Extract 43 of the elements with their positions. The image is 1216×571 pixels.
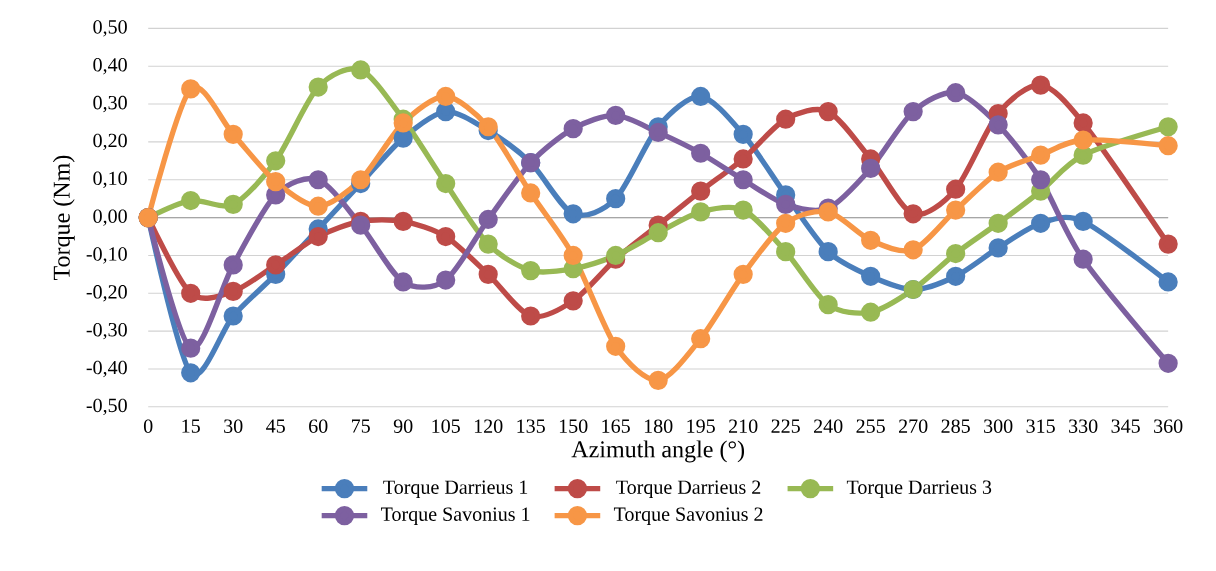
y-tick-label: 0,40 xyxy=(93,58,127,75)
x-tick-label: 315 xyxy=(1026,419,1055,433)
y-tick-label: -0,20 xyxy=(86,285,127,302)
x-tick-label: 240 xyxy=(814,419,843,433)
y-tick-label: -0,40 xyxy=(86,360,127,378)
x-tick-label: 270 xyxy=(899,419,928,433)
y-tick-label: -0,30 xyxy=(86,322,127,340)
x-tick-label: 360 xyxy=(1154,419,1183,433)
y-tick-label: 0,30 xyxy=(93,95,127,113)
x-tick-label: 15 xyxy=(182,419,200,433)
y-tick-label: 0,00 xyxy=(93,209,127,226)
x-tick-label: 345 xyxy=(1111,419,1140,433)
y-tick-label: 0,10 xyxy=(93,171,127,188)
x-tick-label: 285 xyxy=(941,419,970,433)
legend-label: Torque Savonius 1 xyxy=(381,507,530,525)
legend-label: Torque Savonius 2 xyxy=(613,507,763,525)
legend-label: Torque Darrieus 2 xyxy=(616,480,761,499)
x-tick-label: 105 xyxy=(432,419,460,433)
legend-label: Torque Darrieus 3 xyxy=(846,480,992,499)
y-tick-label: 0,50 xyxy=(93,20,127,37)
x-tick-label: 0 xyxy=(143,419,153,433)
x-tick-label: 165 xyxy=(602,419,630,433)
y-tick-label: 0,20 xyxy=(93,133,127,151)
x-tick-label: 90 xyxy=(393,419,413,433)
y-tick-label: -0,50 xyxy=(86,398,127,416)
y-tick-label: -0,10 xyxy=(86,247,127,264)
x-tick-label: 120 xyxy=(474,419,503,433)
x-tick-label: 225 xyxy=(771,419,800,433)
x-tick-label: 150 xyxy=(559,419,588,433)
legend-label: Torque Darrieus 1 xyxy=(383,480,528,499)
x-tick-label: 135 xyxy=(517,419,545,433)
x-tick-label: 60 xyxy=(309,419,328,433)
y-axis-title: Torque (Nm) xyxy=(52,155,75,281)
x-tick-label: 210 xyxy=(729,419,758,433)
x-tick-label: 255 xyxy=(856,419,885,433)
x-tick-label: 195 xyxy=(687,419,715,433)
x-tick-label: 300 xyxy=(984,419,1013,433)
x-tick-label: 330 xyxy=(1069,419,1098,433)
x-tick-label: 75 xyxy=(352,419,370,433)
x-tick-label: 30 xyxy=(224,419,243,433)
x-tick-label: 45 xyxy=(266,419,285,433)
x-axis-title: Azimuth angle (°) xyxy=(571,440,745,463)
x-tick-label: 180 xyxy=(644,419,673,433)
